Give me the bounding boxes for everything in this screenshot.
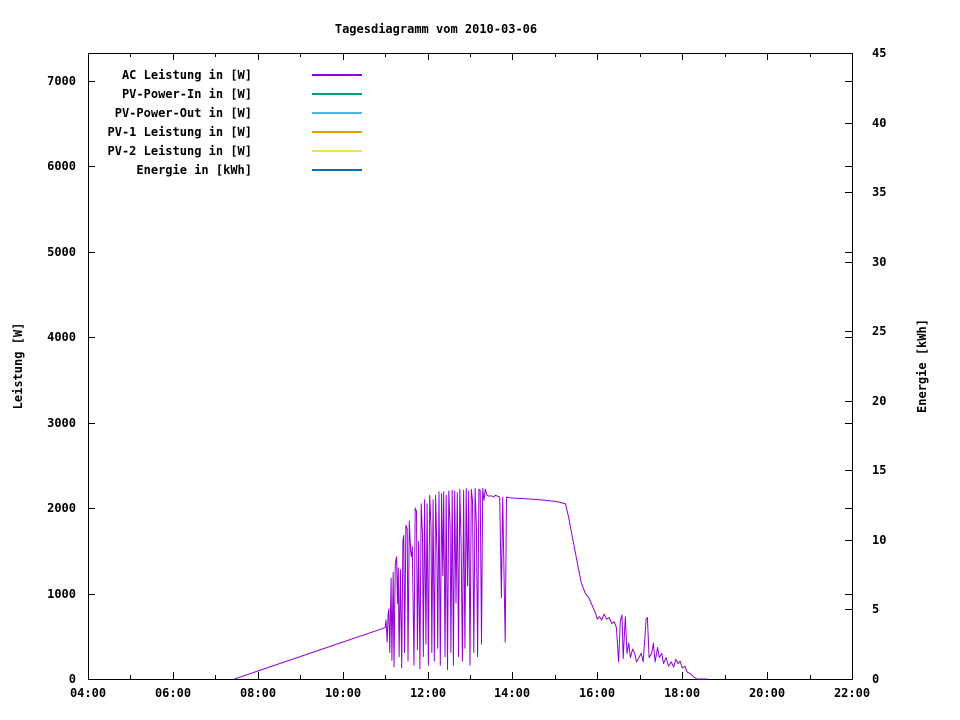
legend-line-sample-pv-power-out — [312, 111, 362, 114]
y2-tick-label: 10 — [872, 533, 887, 547]
series-line-ac-leistung — [234, 488, 708, 680]
y-axis-label-right: Energie [kWh] — [915, 319, 929, 413]
y-tick-label: 2000 — [47, 501, 76, 515]
legend-row-energie: Energie in [kWh] — [92, 160, 362, 179]
legend-line-sample-ac-leistung — [312, 73, 362, 76]
y2-tick-label: 40 — [872, 116, 887, 130]
x-tick-label: 04:00 — [69, 686, 107, 700]
legend: AC Leistung in [W] PV-Power-In in [W] PV-P… — [92, 65, 362, 179]
legend-line-sample-pv-2-leistung — [312, 149, 362, 152]
y2-tick-label: 15 — [872, 463, 887, 477]
legend-line-sample-pv-power-in — [312, 92, 362, 95]
y-tick-label: 0 — [68, 672, 76, 686]
x-tick-label: 14:00 — [493, 686, 531, 700]
legend-line-sample-pv-1-leistung — [312, 130, 362, 133]
y-tick-label: 5000 — [47, 245, 76, 259]
legend-row-pv-2-leistung: PV-2 Leistung in [W] — [92, 141, 362, 160]
x-tick-label: 10:00 — [324, 686, 362, 700]
legend-line-sample-energie — [312, 168, 362, 171]
y2-tick-label: 35 — [872, 185, 887, 199]
y2-tick-label: 0 — [872, 672, 880, 686]
y2-tick-label: 25 — [872, 324, 887, 338]
legend-row-pv-1-leistung: PV-1 Leistung in [W] — [92, 122, 362, 141]
y2-tick-label: 45 — [872, 46, 887, 60]
legend-label-pv-1-leistung: PV-1 Leistung in [W] — [107, 124, 253, 139]
chart-title: Tagesdiagramm vom 2010-03-06 — [334, 22, 538, 36]
legend-label-pv-power-out: PV-Power-Out in [W] — [114, 105, 252, 120]
y-tick-label: 7000 — [47, 74, 76, 88]
y2-tick-label: 30 — [872, 255, 887, 269]
legend-label-pv-power-in: PV-Power-In in [W] — [121, 86, 252, 101]
y2-tick-label: 5 — [872, 602, 880, 616]
y-tick-label: 1000 — [47, 587, 76, 601]
legend-row-ac-leistung: AC Leistung in [W] — [92, 65, 362, 84]
y-tick-label: 6000 — [47, 159, 76, 173]
x-tick-label: 12:00 — [409, 686, 447, 700]
x-tick-label: 18:00 — [663, 686, 701, 700]
y2-tick-label: 20 — [872, 394, 887, 408]
x-tick-label: 08:00 — [239, 686, 277, 700]
legend-label-energie: Energie in [kWh] — [136, 162, 252, 177]
y-tick-label: 3000 — [47, 416, 76, 430]
legend-row-pv-power-in: PV-Power-In in [W] — [92, 84, 362, 103]
x-tick-label: 22:00 — [833, 686, 871, 700]
y-tick-label: 4000 — [47, 330, 76, 344]
x-tick-label: 06:00 — [154, 686, 192, 700]
legend-row-pv-power-out: PV-Power-Out in [W] — [92, 103, 362, 122]
x-tick-label: 20:00 — [748, 686, 786, 700]
legend-label-ac-leistung: AC Leistung in [W] — [121, 67, 252, 82]
legend-label-pv-2-leistung: PV-2 Leistung in [W] — [107, 143, 253, 158]
x-tick-label: 16:00 — [578, 686, 616, 700]
